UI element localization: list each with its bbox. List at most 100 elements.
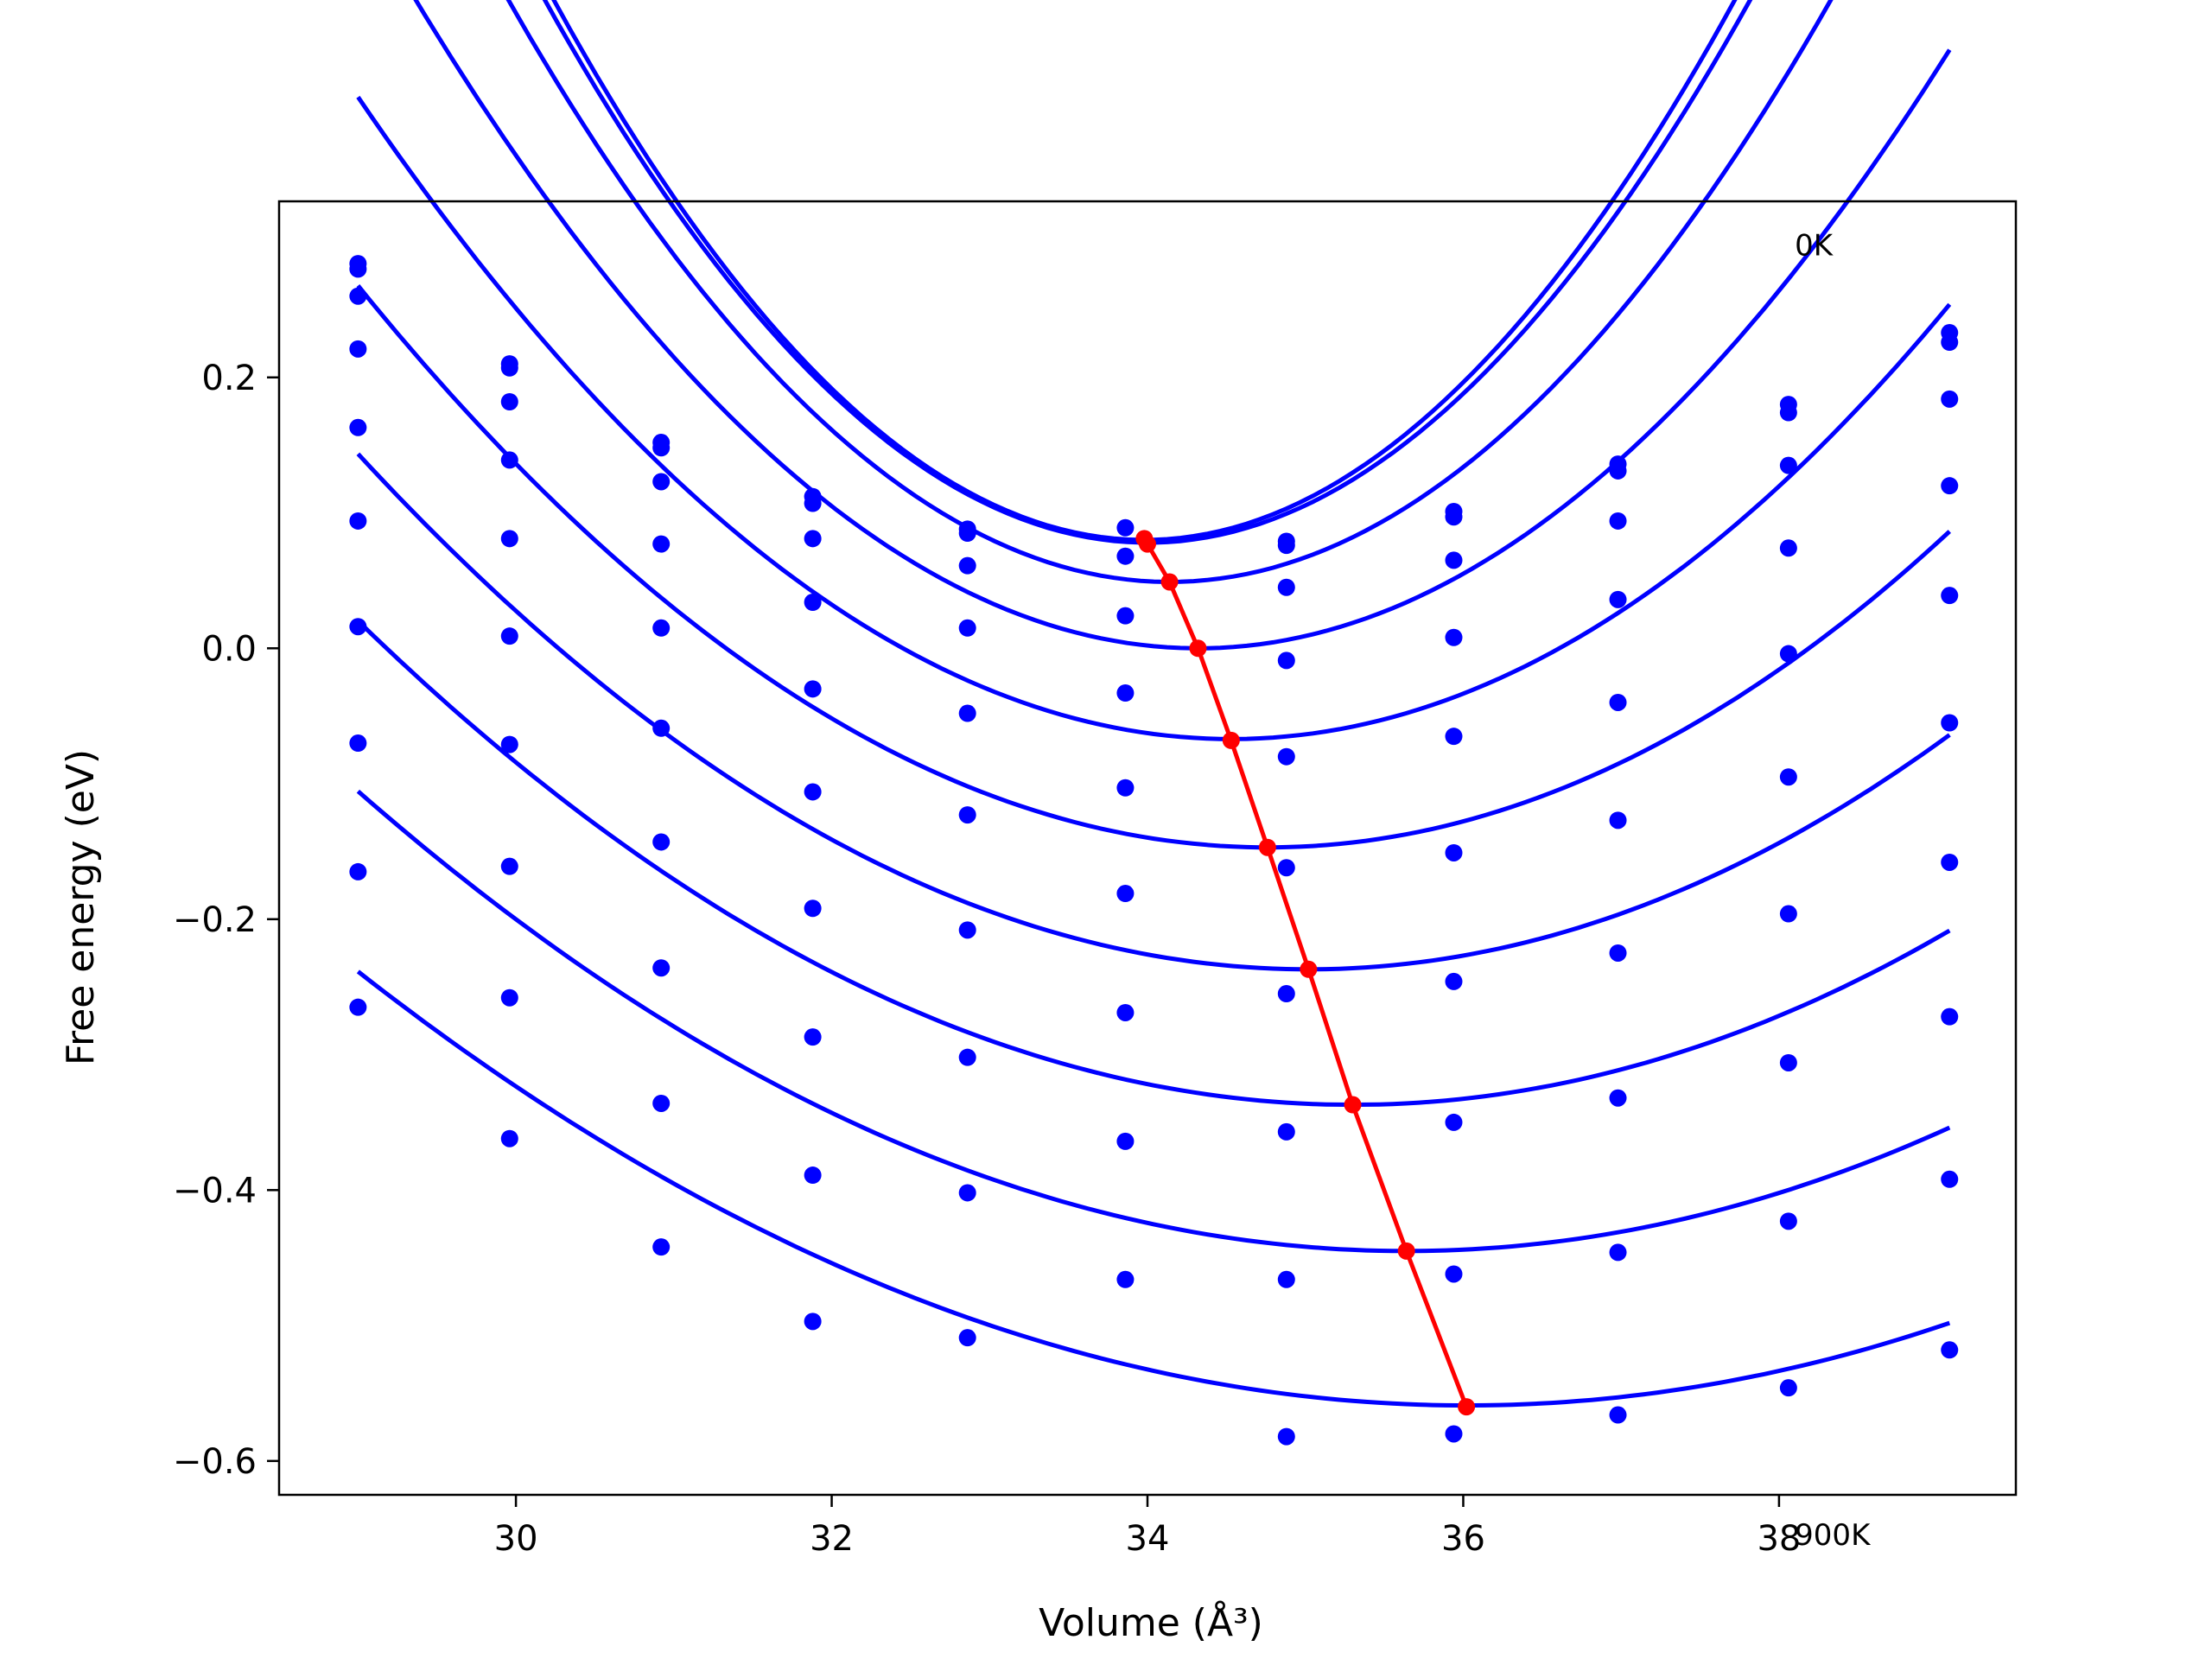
data-point xyxy=(1779,905,1797,923)
data-point xyxy=(1779,645,1797,663)
minimum-locus xyxy=(1135,530,1476,1416)
data-point xyxy=(500,627,518,645)
data-point xyxy=(804,494,822,512)
plot-frame xyxy=(277,200,2018,1497)
data-point xyxy=(1445,1265,1463,1283)
data-point xyxy=(349,862,367,880)
data-point xyxy=(804,1313,822,1331)
data-point xyxy=(500,530,518,548)
data-point xyxy=(1779,456,1797,474)
data-point xyxy=(1116,779,1135,797)
data-point xyxy=(1116,518,1135,537)
data-point xyxy=(1609,811,1627,830)
minimum-point xyxy=(1139,535,1156,553)
data-point xyxy=(1445,508,1463,526)
data-point xyxy=(1941,334,1959,352)
data-point xyxy=(1609,1406,1627,1424)
fit-curve xyxy=(356,284,1951,850)
data-point xyxy=(958,1048,976,1066)
fit-curve xyxy=(542,0,1753,545)
data-point xyxy=(500,735,518,753)
data-point xyxy=(1779,768,1797,786)
data-point xyxy=(500,451,518,469)
x-axis-label: Volume (Å³) xyxy=(1039,1599,1263,1645)
data-point xyxy=(1116,547,1135,565)
data-point xyxy=(349,340,367,358)
fit-curve xyxy=(356,452,1951,972)
data-point xyxy=(1941,587,1959,605)
data-point xyxy=(1779,1053,1797,1071)
data-point xyxy=(349,260,367,278)
data-point xyxy=(1277,747,1295,766)
data-point xyxy=(1116,684,1135,702)
data-point xyxy=(1445,728,1463,746)
y-axis-label: Free energy (eV) xyxy=(59,749,103,1065)
data-point xyxy=(1277,1270,1295,1288)
data-point xyxy=(1116,1132,1135,1150)
data-point xyxy=(652,535,671,553)
y-tick-label: −0.2 xyxy=(173,900,257,940)
minimum-point xyxy=(1397,1242,1415,1260)
data-point xyxy=(1779,404,1797,422)
fit-curve xyxy=(356,969,1951,1408)
minimum-point xyxy=(1344,1096,1362,1114)
data-point xyxy=(1277,1427,1295,1446)
data-point xyxy=(652,619,671,637)
y-tick-label: −0.6 xyxy=(173,1442,257,1482)
minimum-point xyxy=(1300,960,1318,978)
data-point xyxy=(1277,652,1295,670)
y-tick-label: 0.2 xyxy=(201,359,257,398)
data-point xyxy=(349,418,367,436)
data-point xyxy=(1116,885,1135,903)
data-point xyxy=(958,524,976,543)
y-tick-label: −0.4 xyxy=(173,1171,257,1211)
fit-curve xyxy=(505,0,1834,585)
data-point xyxy=(958,1184,976,1202)
data-point xyxy=(1941,1170,1959,1188)
data-point xyxy=(1445,1425,1463,1443)
minimum-point xyxy=(1160,573,1179,591)
data-point xyxy=(1779,539,1797,557)
data-point xyxy=(804,899,822,918)
fit-curve xyxy=(356,789,1951,1254)
data-point xyxy=(1609,1089,1627,1107)
data-point xyxy=(1779,1379,1797,1397)
data-points xyxy=(349,255,1959,1446)
data-point xyxy=(958,921,976,939)
x-tick-label: 36 xyxy=(1441,1519,1485,1559)
data-point xyxy=(804,1166,822,1185)
data-point xyxy=(804,593,822,611)
data-point xyxy=(804,530,822,548)
data-point xyxy=(1445,972,1463,990)
x-tick-label: 38 xyxy=(1757,1519,1801,1559)
data-point xyxy=(958,619,976,637)
data-point xyxy=(958,704,976,722)
data-point xyxy=(1116,1003,1135,1021)
data-point xyxy=(1609,944,1627,962)
plot-border xyxy=(277,200,2018,1497)
fit-curve xyxy=(551,0,1738,543)
data-point xyxy=(652,1238,671,1256)
data-point xyxy=(1609,693,1627,711)
data-point xyxy=(1609,590,1627,608)
data-point xyxy=(1609,1243,1627,1262)
data-point xyxy=(1445,628,1463,646)
data-point xyxy=(1277,859,1295,877)
data-point xyxy=(1116,1270,1135,1288)
temperature-annotation: 0K xyxy=(1795,229,1834,264)
data-point xyxy=(1609,512,1627,530)
data-point xyxy=(349,287,367,305)
minimum-point xyxy=(1222,731,1240,749)
data-point xyxy=(804,783,822,801)
data-point xyxy=(1116,607,1135,625)
minimum-line xyxy=(1142,537,1469,1408)
data-point xyxy=(1941,1007,1959,1026)
data-point xyxy=(1941,714,1959,732)
data-point xyxy=(652,1094,671,1112)
data-point xyxy=(1609,461,1627,480)
data-point xyxy=(652,959,671,977)
data-point xyxy=(1277,578,1295,596)
fit-curves xyxy=(356,0,1952,1408)
minimum-point xyxy=(1458,1398,1476,1416)
